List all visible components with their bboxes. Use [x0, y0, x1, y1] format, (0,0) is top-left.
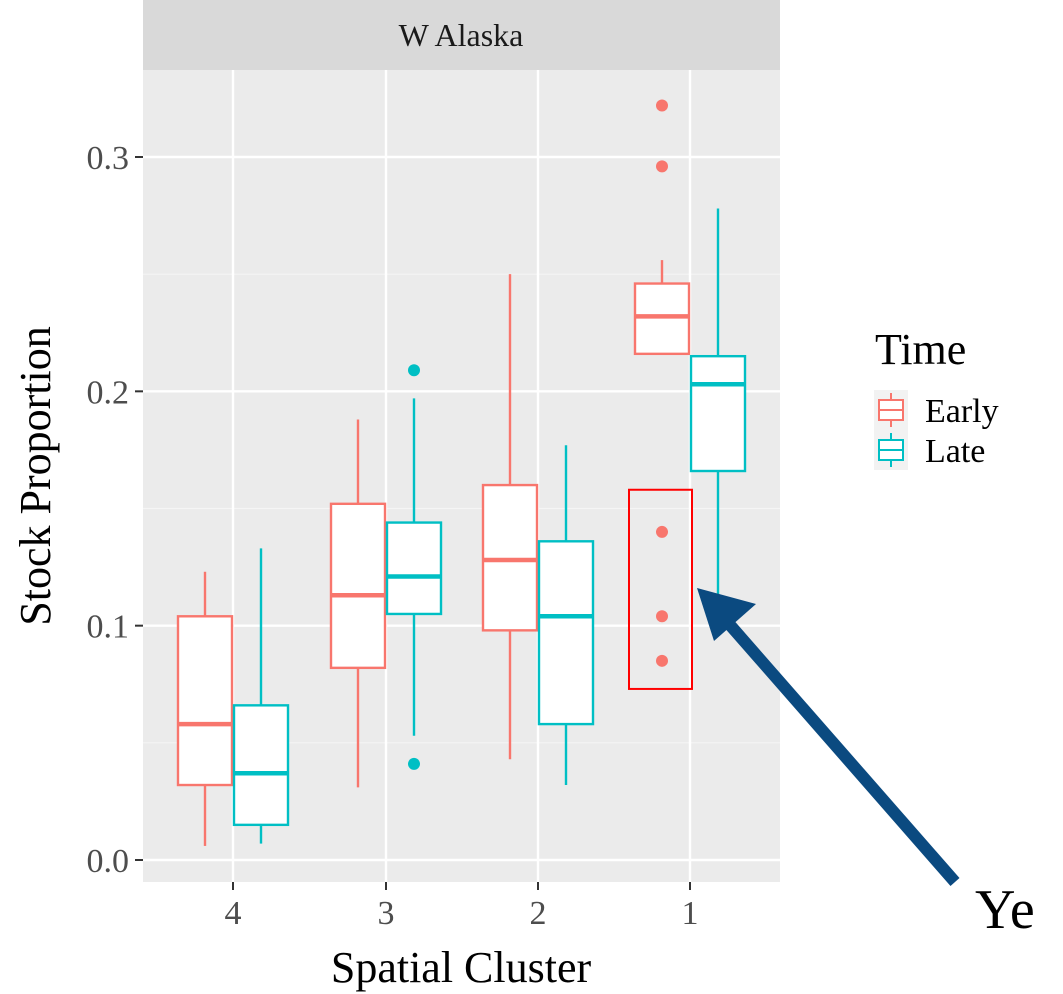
y-axis-ticks: 0.0 0.1 0.2 0.3 — [87, 140, 143, 880]
outlier-point — [656, 160, 668, 173]
iqr-box — [329, 502, 387, 670]
facet-title: W Alaska — [399, 17, 524, 53]
annotation-text: Ye — [975, 879, 1035, 941]
outlier-point — [408, 364, 420, 377]
facet-strip — [143, 0, 780, 70]
iqr-box — [385, 521, 443, 616]
x-axis-title: Spatial Cluster — [331, 943, 592, 992]
box-early-2 — [481, 274, 539, 760]
highlight-box — [628, 488, 693, 690]
annotation-arrow — [697, 588, 960, 886]
x-axis-ticks: 4 3 2 1 — [225, 882, 699, 932]
y-tick-label: 0.2 — [87, 374, 130, 411]
legend-label: Early — [925, 393, 999, 430]
x-tick-label: 4 — [225, 895, 242, 932]
box-early-3 — [329, 419, 387, 788]
outlier-point — [656, 525, 668, 538]
legend-key-late — [874, 430, 908, 470]
legend-label: Late — [925, 433, 985, 470]
outlier-point — [408, 757, 420, 770]
y-tick-label: 0.0 — [87, 843, 130, 880]
outlier-point — [656, 610, 668, 623]
box-early-4 — [176, 571, 234, 846]
series-late — [232, 208, 747, 844]
iqr-box — [537, 540, 595, 726]
y-tick-label: 0.3 — [87, 140, 130, 177]
x-tick-label: 2 — [530, 895, 547, 932]
x-tick-label: 3 — [378, 895, 395, 932]
outlier-point — [656, 654, 668, 667]
x-tick-label: 1 — [682, 895, 699, 932]
iqr-box — [633, 282, 691, 356]
iqr-box — [481, 483, 539, 632]
box-series — [176, 99, 747, 846]
iqr-box — [176, 615, 234, 787]
outlier-point — [656, 99, 668, 112]
series-early — [176, 99, 691, 846]
legend-key-early — [874, 390, 908, 430]
box-late-2 — [537, 445, 595, 786]
iqr-box — [689, 354, 747, 473]
box-early-1 — [633, 99, 691, 667]
box-late-3 — [385, 364, 443, 770]
y-axis-title: Stock Proportion — [11, 326, 60, 625]
box-late-4 — [232, 548, 290, 844]
legend-title: Time — [875, 325, 966, 374]
box-late-1 — [689, 208, 747, 596]
y-tick-label: 0.1 — [87, 609, 130, 646]
iqr-box — [232, 704, 290, 827]
